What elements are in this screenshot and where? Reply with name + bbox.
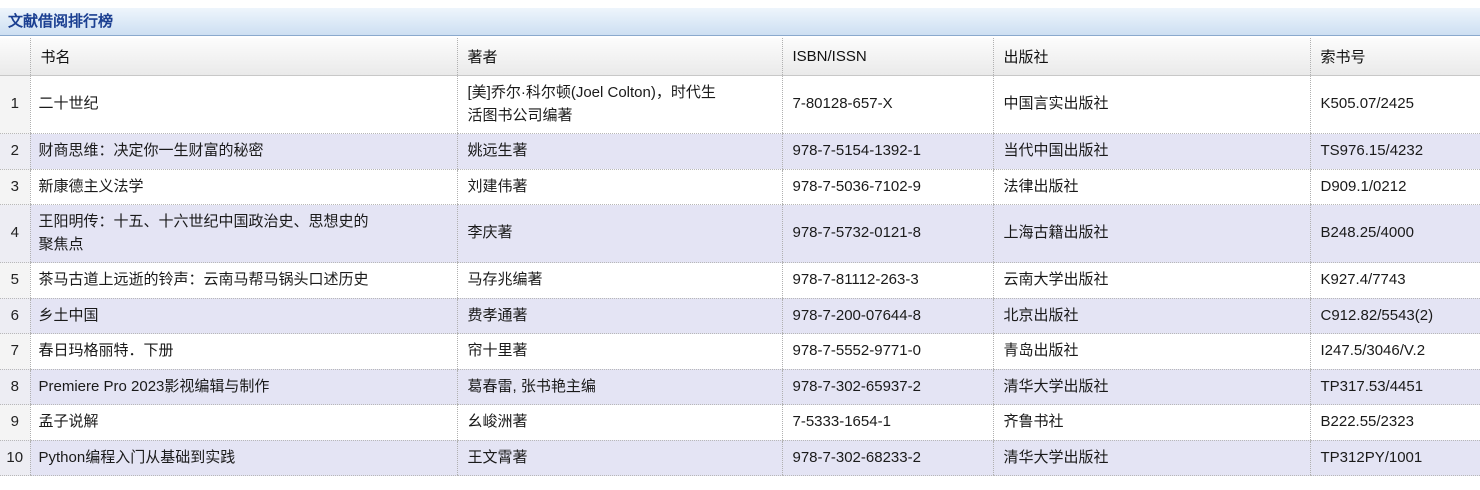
cell-publisher: 清华大学出版社 [992, 369, 1310, 405]
cell-isbn: 978-7-5036-7102-9 [781, 169, 993, 205]
cell-book-title: 茶马古道上远逝的铃声：云南马帮马锅头口述历史 [29, 262, 457, 299]
cell-rank: 3 [0, 169, 30, 205]
cell-book-title: 二十世纪 [29, 75, 457, 134]
cell-book-title: 春日玛格丽特．下册 [29, 333, 457, 370]
cell-book-title: 王阳明传：十五、十六世纪中国政治史、思想史的聚焦点 [29, 204, 457, 263]
table-row: 9 孟子说解 幺峻洲著 7-5333-1654-1 齐鲁书社 B222.55/2… [0, 404, 1480, 441]
cell-isbn: 7-5333-1654-1 [781, 404, 993, 441]
table-row: 1 二十世纪 [美]乔尔·科尔顿(Joel Colton)，时代生活图书公司编著… [0, 75, 1480, 134]
cell-rank: 2 [0, 133, 30, 170]
borrowing-ranking-panel: 文献借阅排行榜 书名 著者 ISBN/ISSN 出版社 索书号 1 二十世纪 [… [0, 8, 1480, 476]
cell-publisher: 齐鲁书社 [992, 404, 1310, 441]
cell-author: 幺峻洲著 [456, 404, 782, 441]
cell-isbn: 978-7-5732-0121-8 [781, 204, 993, 263]
cell-rank: 5 [0, 262, 30, 299]
cell-author: 帘十里著 [456, 333, 782, 370]
cell-rank: 7 [0, 333, 30, 370]
cell-publisher: 当代中国出版社 [992, 133, 1310, 170]
cell-call-number: K927.4/7743 [1309, 262, 1480, 299]
cell-isbn: 978-7-81112-263-3 [781, 262, 993, 299]
cell-publisher: 青岛出版社 [992, 333, 1310, 370]
cell-call-number: TS976.15/4232 [1309, 133, 1480, 170]
header-author: 著者 [456, 38, 782, 76]
cell-book-title: 乡土中国 [29, 298, 457, 334]
cell-call-number: D909.1/0212 [1309, 169, 1480, 205]
table-row: 10 Python编程入门从基础到实践 王文霄著 978-7-302-68233… [0, 440, 1480, 476]
cell-call-number: B222.55/2323 [1309, 404, 1480, 441]
cell-publisher: 北京出版社 [992, 298, 1310, 334]
cell-call-number: TP312PY/1001 [1309, 440, 1480, 476]
cell-call-number: TP317.53/4451 [1309, 369, 1480, 405]
table-body: 1 二十世纪 [美]乔尔·科尔顿(Joel Colton)，时代生活图书公司编著… [0, 75, 1480, 476]
cell-rank: 8 [0, 369, 30, 405]
cell-publisher: 云南大学出版社 [992, 262, 1310, 299]
header-isbn: ISBN/ISSN [781, 38, 993, 76]
table-row: 7 春日玛格丽特．下册 帘十里著 978-7-5552-9771-0 青岛出版社… [0, 333, 1480, 370]
borrowing-ranking-table: 书名 著者 ISBN/ISSN 出版社 索书号 1 二十世纪 [美]乔尔·科尔顿… [0, 38, 1480, 476]
table-row: 2 财商思维：决定你一生财富的秘密 姚远生著 978-7-5154-1392-1… [0, 133, 1480, 170]
cell-author: 刘建伟著 [456, 169, 782, 205]
cell-book-title: 孟子说解 [29, 404, 457, 441]
cell-isbn: 978-7-302-65937-2 [781, 369, 993, 405]
cell-author: [美]乔尔·科尔顿(Joel Colton)，时代生活图书公司编著 [456, 75, 782, 134]
cell-author: 姚远生著 [456, 133, 782, 170]
table-row: 4 王阳明传：十五、十六世纪中国政治史、思想史的聚焦点 李庆著 978-7-57… [0, 204, 1480, 263]
header-rank [0, 38, 30, 76]
cell-book-title: Premiere Pro 2023影视编辑与制作 [29, 369, 457, 405]
cell-call-number: I247.5/3046/V.2 [1309, 333, 1480, 370]
cell-isbn: 7-80128-657-X [781, 75, 993, 134]
table-header-row: 书名 著者 ISBN/ISSN 出版社 索书号 [0, 38, 1480, 76]
cell-call-number: K505.07/2425 [1309, 75, 1480, 134]
cell-isbn: 978-7-5552-9771-0 [781, 333, 993, 370]
cell-book-title: 新康德主义法学 [29, 169, 457, 205]
table-row: 6 乡土中国 费孝通著 978-7-200-07644-8 北京出版社 C912… [0, 298, 1480, 334]
cell-publisher: 中国言实出版社 [992, 75, 1310, 134]
header-publisher: 出版社 [992, 38, 1310, 76]
cell-rank: 6 [0, 298, 30, 334]
cell-book-title: Python编程入门从基础到实践 [29, 440, 457, 476]
table-row: 8 Premiere Pro 2023影视编辑与制作 葛春雷, 张书艳主编 97… [0, 369, 1480, 405]
table-row: 5 茶马古道上远逝的铃声：云南马帮马锅头口述历史 马存兆编著 978-7-811… [0, 262, 1480, 299]
cell-publisher: 上海古籍出版社 [992, 204, 1310, 263]
cell-isbn: 978-7-200-07644-8 [781, 298, 993, 334]
panel-title: 文献借阅排行榜 [0, 8, 1480, 36]
cell-author: 王文霄著 [456, 440, 782, 476]
cell-author: 费孝通著 [456, 298, 782, 334]
table-row: 3 新康德主义法学 刘建伟著 978-7-5036-7102-9 法律出版社 D… [0, 169, 1480, 205]
cell-call-number: B248.25/4000 [1309, 204, 1480, 263]
cell-isbn: 978-7-5154-1392-1 [781, 133, 993, 170]
cell-author: 葛春雷, 张书艳主编 [456, 369, 782, 405]
cell-call-number: C912.82/5543(2) [1309, 298, 1480, 334]
cell-rank: 1 [0, 75, 30, 134]
cell-rank: 4 [0, 204, 30, 263]
header-call-number: 索书号 [1309, 38, 1480, 76]
header-book-title: 书名 [29, 38, 457, 76]
cell-publisher: 清华大学出版社 [992, 440, 1310, 476]
cell-author: 李庆著 [456, 204, 782, 263]
cell-rank: 10 [0, 440, 30, 476]
cell-publisher: 法律出版社 [992, 169, 1310, 205]
cell-book-title: 财商思维：决定你一生财富的秘密 [29, 133, 457, 170]
cell-author: 马存兆编著 [456, 262, 782, 299]
cell-rank: 9 [0, 404, 30, 441]
cell-isbn: 978-7-302-68233-2 [781, 440, 993, 476]
